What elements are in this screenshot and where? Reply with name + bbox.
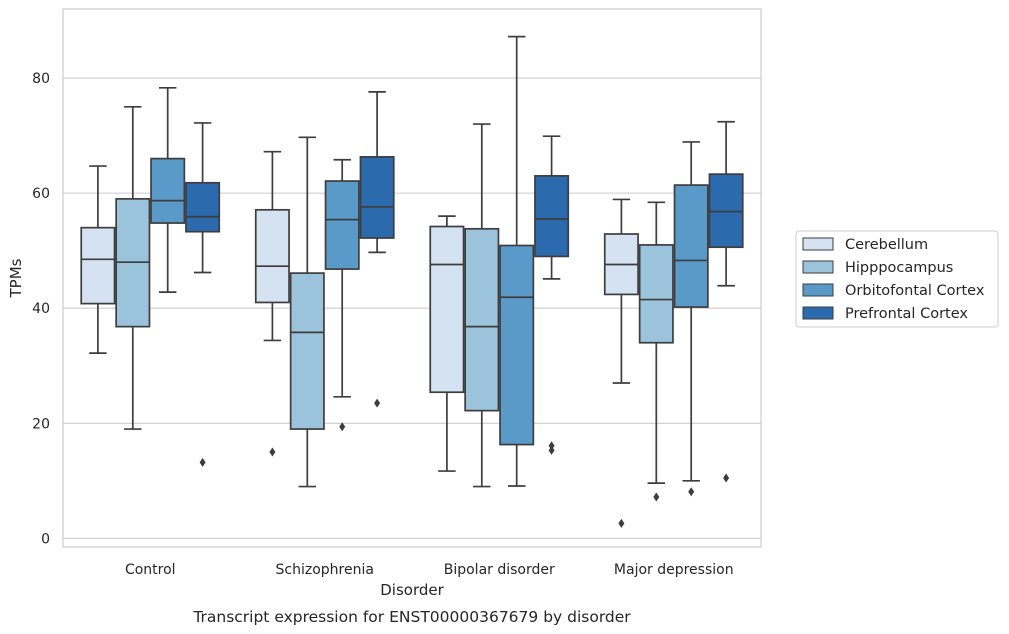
box-prefrontal-cortex-1 bbox=[359, 91, 395, 408]
outlier-point bbox=[548, 445, 555, 455]
box-cerebellum-0 bbox=[80, 165, 116, 354]
legend-label: Hipppocampus bbox=[845, 260, 953, 276]
box-cerebellum-3 bbox=[603, 198, 639, 528]
legend-swatch bbox=[802, 283, 834, 297]
legend-label: Prefrontal Cortex bbox=[845, 306, 968, 322]
box-iqr bbox=[254, 208, 290, 304]
legend-label: Orbitofontal Cortex bbox=[845, 283, 985, 299]
box-prefrontal-cortex-2 bbox=[534, 135, 570, 455]
box-hipppocampus-0 bbox=[115, 105, 151, 430]
box-prefrontal-cortex-0 bbox=[185, 122, 221, 467]
box-orbitofontal-cortex-2 bbox=[499, 35, 535, 487]
x-tick-label: Control bbox=[125, 562, 176, 578]
box-iqr bbox=[150, 157, 186, 224]
box-orbitofontal-cortex-0 bbox=[150, 86, 186, 293]
outlier-point bbox=[723, 473, 730, 483]
figure-caption: Transcript expression for ENST0000036767… bbox=[192, 608, 631, 626]
legend-entries: Cerebellum Hipppocampus Orbitofontal Corte… bbox=[802, 237, 985, 322]
box-prefrontal-cortex-3 bbox=[708, 120, 744, 483]
box-hipppocampus-2 bbox=[464, 123, 500, 488]
y-tick-label: 60 bbox=[32, 186, 50, 202]
x-tick-label: Major depression bbox=[614, 562, 734, 578]
outlier-point bbox=[199, 457, 206, 467]
outlier-point bbox=[269, 447, 276, 457]
box-iqr bbox=[80, 226, 116, 305]
legend-label: Cerebellum bbox=[845, 237, 928, 253]
outlier-point bbox=[339, 422, 346, 432]
box-iqr bbox=[464, 227, 500, 412]
box-orbitofontal-cortex-3 bbox=[673, 141, 709, 497]
box-plot-marks bbox=[80, 35, 744, 528]
legend-swatch bbox=[802, 306, 834, 320]
box-iqr bbox=[638, 244, 674, 344]
legend-frame bbox=[795, 230, 999, 328]
outlier-point bbox=[548, 441, 555, 451]
box-cerebellum-1 bbox=[254, 150, 290, 457]
outlier-point bbox=[374, 398, 381, 408]
box-iqr bbox=[359, 156, 395, 239]
box-iqr bbox=[324, 180, 360, 270]
outlier-point bbox=[618, 518, 625, 528]
x-tick-label: Schizophrenia bbox=[276, 562, 374, 578]
y-tick-labels: 0 20 40 60 80 bbox=[32, 71, 50, 547]
box-iqr bbox=[429, 225, 465, 394]
box-iqr bbox=[289, 272, 325, 430]
legend-swatch bbox=[802, 237, 834, 251]
plot-frame bbox=[62, 8, 762, 548]
x-tick-label: Bipolar disorder bbox=[444, 562, 555, 578]
outlier-point bbox=[653, 492, 660, 502]
box-orbitofontal-cortex-1 bbox=[324, 158, 360, 432]
box-iqr bbox=[708, 173, 744, 249]
box-hipppocampus-1 bbox=[289, 136, 325, 488]
box-iqr bbox=[185, 181, 221, 233]
x-axis-label: Disorder bbox=[380, 581, 444, 599]
box-iqr bbox=[534, 175, 570, 258]
box-hipppocampus-3 bbox=[638, 201, 674, 502]
y-axis-label: TPMs bbox=[7, 258, 25, 298]
box-cerebellum-2 bbox=[429, 215, 465, 472]
box-iqr bbox=[673, 184, 709, 308]
box-iqr bbox=[499, 244, 535, 446]
outlier-point bbox=[688, 487, 695, 497]
y-tick-label: 40 bbox=[32, 301, 50, 317]
y-tick-label: 80 bbox=[32, 71, 50, 87]
x-tick-labels: Control Schizophrenia Bipolar disorder Majo… bbox=[125, 562, 734, 578]
legend-swatch bbox=[802, 260, 834, 274]
legend: Cerebellum Hipppocampus Orbitofontal Corte… bbox=[795, 230, 999, 328]
y-tick-label: 0 bbox=[41, 531, 50, 547]
y-tick-label: 20 bbox=[32, 416, 50, 432]
